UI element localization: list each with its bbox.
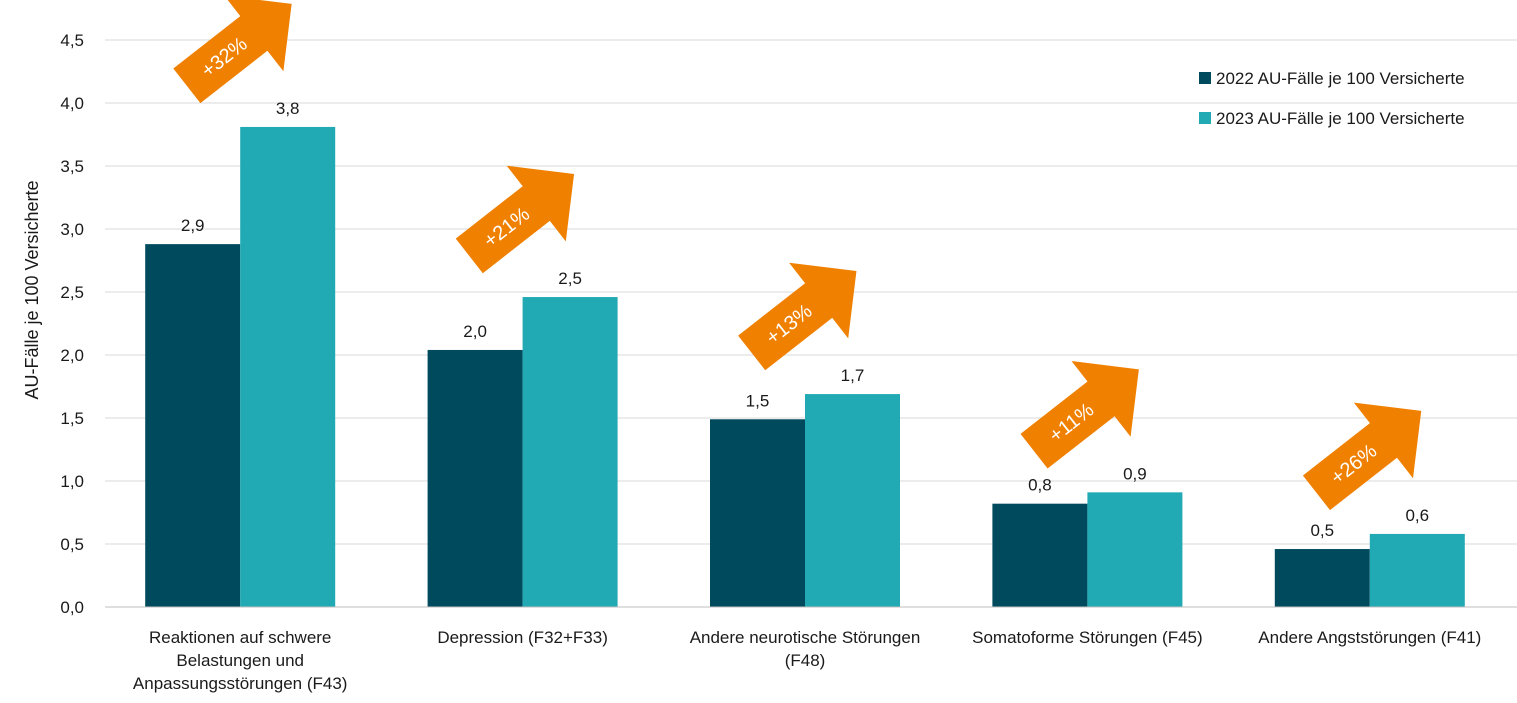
arrow-icon [173,0,292,104]
arrow-icon [1302,402,1422,511]
bar-2022 [710,419,805,607]
data-label: 2,5 [558,269,582,288]
bar-2023 [522,297,618,607]
y-tick-label: 4,0 [60,94,84,113]
x-category-label: Depression (F32+F33) [437,628,608,647]
y-axis-ticks: 0,0 0,5 1,0 1,5 2,0 2,5 3,0 3,5 4,0 4,5 [60,31,84,617]
bar-2023 [1369,533,1465,607]
legend-label-2023: 2023 AU-Fälle je 100 Versicherte [1216,109,1465,128]
data-label: 0,6 [1405,506,1429,525]
legend-swatch-2022 [1199,72,1211,84]
y-tick-label: 0,5 [60,535,84,554]
y-axis-label: AU-Fälle je 100 Versicherte [22,180,42,399]
y-tick-label: 2,5 [60,283,84,302]
x-category-label: Andere neurotische Störungen (F48) [690,628,921,670]
data-label: 0,8 [1028,476,1052,495]
data-label: 3,8 [276,99,300,118]
x-category-label: Reaktionen auf schwere Belastungen und Anp… [133,628,348,693]
x-category-label: Andere Angststörungen (F41) [1258,628,1481,647]
y-tick-label: 0,0 [60,598,84,617]
arrow-icon [1020,361,1139,469]
bar-2022 [992,503,1088,607]
bar-2022 [1274,549,1370,607]
arrow-icon [455,165,575,274]
data-label: 2,0 [463,322,487,341]
legend-label-2022: 2022 AU-Fälle je 100 Versicherte [1216,69,1465,88]
arrow-icon [738,262,857,371]
data-label: 1,7 [841,366,865,385]
data-label: 0,9 [1123,464,1147,483]
x-category-label: Somatoforme Störungen (F45) [972,628,1203,647]
data-label: 2,9 [181,216,205,235]
bar-2023 [805,394,900,607]
data-label: 0,5 [1310,521,1334,540]
legend: 2022 AU-Fälle je 100 Versicherte 2023 AU… [1199,69,1465,128]
y-tick-label: 1,5 [60,409,84,428]
bar-2022 [427,349,523,607]
data-label: 1,5 [746,391,770,410]
legend-swatch-2023 [1199,112,1211,124]
y-tick-label: 3,5 [60,157,84,176]
bar-2023 [240,126,336,607]
bar-2023 [1087,492,1183,607]
data-labels: 2,9 3,8 2,0 2,5 1,5 1,7 0,8 0,9 0,5 0,6 [181,99,1429,540]
y-tick-label: 1,0 [60,472,84,491]
x-axis-categories: Reaktionen auf schwere Belastungen und Anp… [133,628,1481,693]
y-tick-label: 3,0 [60,220,84,239]
y-tick-label: 2,0 [60,346,84,365]
bars [145,126,1465,607]
y-tick-label: 4,5 [60,31,84,50]
bar-2022 [145,244,241,607]
